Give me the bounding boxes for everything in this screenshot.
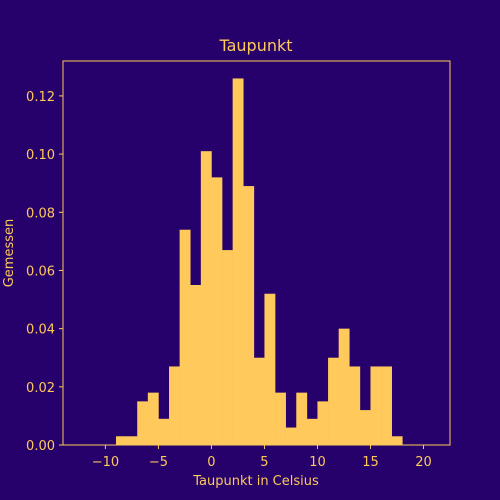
chart-title: Taupunkt xyxy=(218,36,292,55)
histogram-bar xyxy=(275,392,286,445)
histogram-bar xyxy=(296,392,308,445)
histogram-bar xyxy=(147,392,159,445)
histogram-bar xyxy=(253,357,265,445)
histogram-bar xyxy=(190,285,202,445)
histogram-bar xyxy=(179,229,191,445)
histogram-bar xyxy=(391,436,403,445)
histogram-bar xyxy=(169,366,180,445)
y-tick-label: 0.02 xyxy=(26,381,55,396)
histogram-bar xyxy=(306,418,318,445)
histogram-bar xyxy=(200,151,212,445)
x-tick-label: 0 xyxy=(207,455,215,470)
histogram-bar xyxy=(158,418,170,445)
histogram-bar xyxy=(359,410,371,445)
histogram-bar xyxy=(211,177,223,445)
y-axis-ticks: 0.00 0.02 0.04 0.06 0.08 0.10 0.12 xyxy=(26,90,63,454)
histogram-bar xyxy=(381,366,392,445)
histogram-bar xyxy=(285,427,297,445)
x-tick-label: 15 xyxy=(362,455,379,470)
histogram-bar xyxy=(126,436,138,445)
y-tick-label: 0.04 xyxy=(26,323,55,338)
histogram-bar xyxy=(243,186,255,445)
x-axis-ticks: −10 −5 0 5 10 15 20 xyxy=(92,445,432,470)
x-tick-label: 5 xyxy=(260,455,268,470)
y-tick-label: 0.08 xyxy=(26,206,55,221)
x-axis-label: Taupunkt in Celsius xyxy=(192,474,319,489)
histogram-bar xyxy=(116,436,127,445)
histogram-bar xyxy=(338,328,350,445)
bars-group xyxy=(116,78,403,446)
histogram-bar xyxy=(317,401,329,445)
histogram-bar xyxy=(137,401,149,445)
histogram-bar xyxy=(264,293,276,445)
x-tick-label: −5 xyxy=(149,455,168,470)
y-tick-label: 0.10 xyxy=(26,148,55,163)
y-tick-label: 0.06 xyxy=(26,264,55,279)
histogram-bar xyxy=(232,78,244,446)
histogram-bar xyxy=(370,366,382,445)
x-tick-label: −10 xyxy=(92,455,119,470)
y-tick-label: 0.00 xyxy=(26,439,55,454)
x-tick-label: 20 xyxy=(415,455,432,470)
plot-frame xyxy=(62,60,451,446)
histogram-bar xyxy=(349,366,361,445)
histogram-bar xyxy=(222,250,233,445)
y-axis-label: Gemessen xyxy=(2,219,17,288)
x-tick-label: 10 xyxy=(309,455,326,470)
histogram-bar xyxy=(328,357,339,445)
y-tick-label: 0.12 xyxy=(26,90,55,105)
